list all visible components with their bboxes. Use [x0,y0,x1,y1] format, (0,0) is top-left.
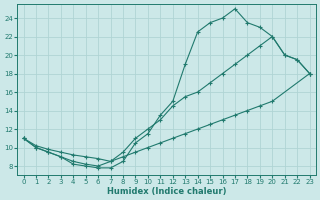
X-axis label: Humidex (Indice chaleur): Humidex (Indice chaleur) [107,187,226,196]
